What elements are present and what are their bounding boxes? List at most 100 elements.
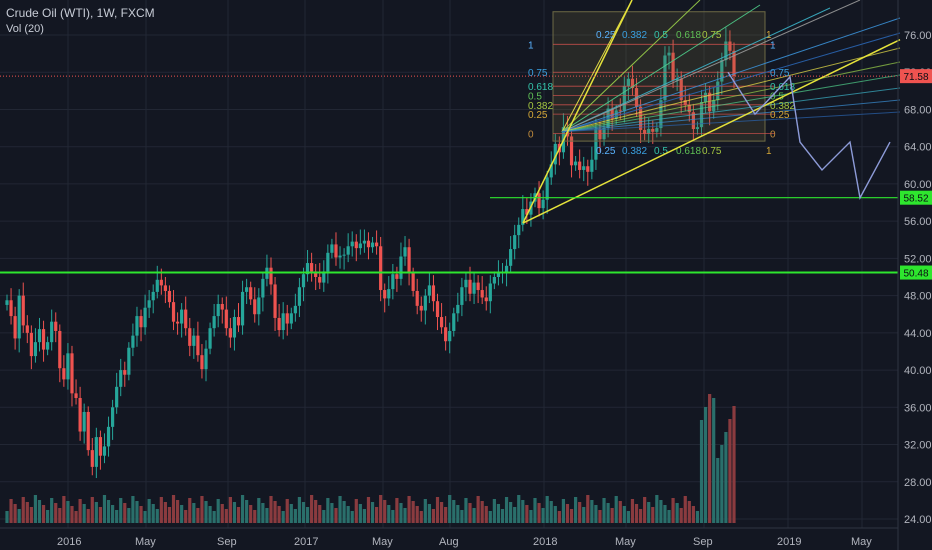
candle-body [610, 108, 614, 119]
volume-bar [411, 501, 415, 523]
candle-body [492, 277, 496, 284]
candle-body [70, 353, 74, 394]
volume-bar [374, 507, 379, 523]
candle-body [342, 254, 346, 256]
x-tick-label: Sep [693, 536, 713, 548]
candle-body [614, 110, 618, 119]
fib-level-label-right: 0.75 [770, 68, 790, 79]
volume-bar [131, 496, 135, 523]
candle-body [419, 305, 423, 311]
candle-body [102, 446, 107, 456]
volume-bar [626, 511, 631, 523]
volume-bar [13, 504, 17, 523]
volume-bar [66, 501, 70, 523]
candle-body [285, 313, 289, 324]
candle-body [618, 110, 622, 112]
volume-bar [415, 506, 419, 523]
volume-bar [5, 511, 9, 523]
y-tick-label: 48.00 [904, 291, 932, 303]
candle-body [119, 370, 123, 387]
candle-body [655, 128, 659, 132]
fib-fan-line [561, 7, 831, 133]
candle-body [310, 263, 314, 272]
candle-body [98, 437, 103, 456]
volume-bar [659, 500, 663, 523]
volume-bar [488, 511, 492, 523]
candle-body [115, 386, 119, 408]
candle-body [13, 316, 17, 339]
volume-bar [643, 497, 647, 523]
candle-body [435, 301, 440, 318]
candle-body [671, 52, 675, 81]
y-tick-label: 60.00 [904, 179, 932, 191]
candle-body [54, 321, 58, 331]
fib-fan-line [561, 0, 701, 133]
candle-body [78, 398, 82, 432]
candle-body [370, 242, 375, 248]
candle-body [431, 285, 436, 302]
price-badge [900, 69, 932, 84]
y-tick-label: 40.00 [904, 365, 932, 377]
candle-body [358, 243, 362, 249]
candle-body [200, 355, 204, 370]
volume-indicator-label[interactable]: Vol (20) [6, 23, 44, 35]
candle-body [147, 300, 151, 308]
fib-level-label-left: 0.75 [528, 68, 548, 79]
fib-bottom-label: 0.75 [702, 146, 722, 157]
volume-bar [305, 507, 310, 523]
volume-bar [82, 504, 86, 523]
projection-path [727, 71, 891, 200]
fib-bottom-label: 0.618 [676, 146, 701, 157]
candle-body [683, 100, 687, 105]
x-tick-label: 2018 [533, 536, 557, 548]
candle-body [5, 300, 9, 305]
candle-body [151, 291, 155, 301]
volume-bar [476, 496, 480, 523]
chart-title: Crude Oil (WTI), 1W, FXCM [6, 6, 155, 20]
volume-bar [537, 503, 541, 523]
candle-body [411, 273, 415, 291]
volume-bar [407, 496, 411, 523]
fib-level-label-right: 0.618 [770, 82, 795, 93]
candle-body [204, 348, 208, 370]
candle-body [667, 52, 671, 56]
candle-body [383, 290, 387, 299]
volume-bar [171, 495, 176, 523]
candle-body [549, 164, 553, 178]
candle-body [139, 316, 143, 328]
candle-body [245, 287, 249, 292]
volume-bar [533, 498, 537, 523]
fib-top-label: 0.382 [622, 30, 647, 41]
candle-body [188, 328, 192, 346]
y-tick-label: 28.00 [904, 477, 932, 489]
candle-body [586, 166, 590, 172]
candle-body [106, 426, 111, 447]
volume-bar [618, 501, 622, 523]
candle-body [305, 263, 310, 275]
volume-bar [253, 510, 257, 523]
volume-bar [314, 500, 318, 523]
volume-bar [468, 503, 472, 523]
candle-body [163, 285, 167, 291]
candle-body [62, 368, 66, 380]
volume-bar [549, 501, 553, 523]
candle-body [578, 161, 582, 170]
volume-bar [350, 511, 354, 523]
candle-body [232, 317, 237, 338]
volume-bar [143, 511, 147, 523]
candle-body [261, 278, 265, 298]
volume-bar [435, 497, 440, 523]
candle-body [423, 295, 427, 311]
volume-bar [728, 419, 732, 523]
candle-body [216, 303, 220, 317]
fib-fan-line [561, 4, 761, 133]
candle-body [224, 309, 228, 329]
volume-bar [277, 506, 281, 523]
trend-line-lower [522, 38, 901, 224]
candle-body [175, 321, 180, 324]
candle-body [58, 330, 62, 369]
candle-body [427, 285, 431, 296]
volume-bar [561, 499, 566, 523]
